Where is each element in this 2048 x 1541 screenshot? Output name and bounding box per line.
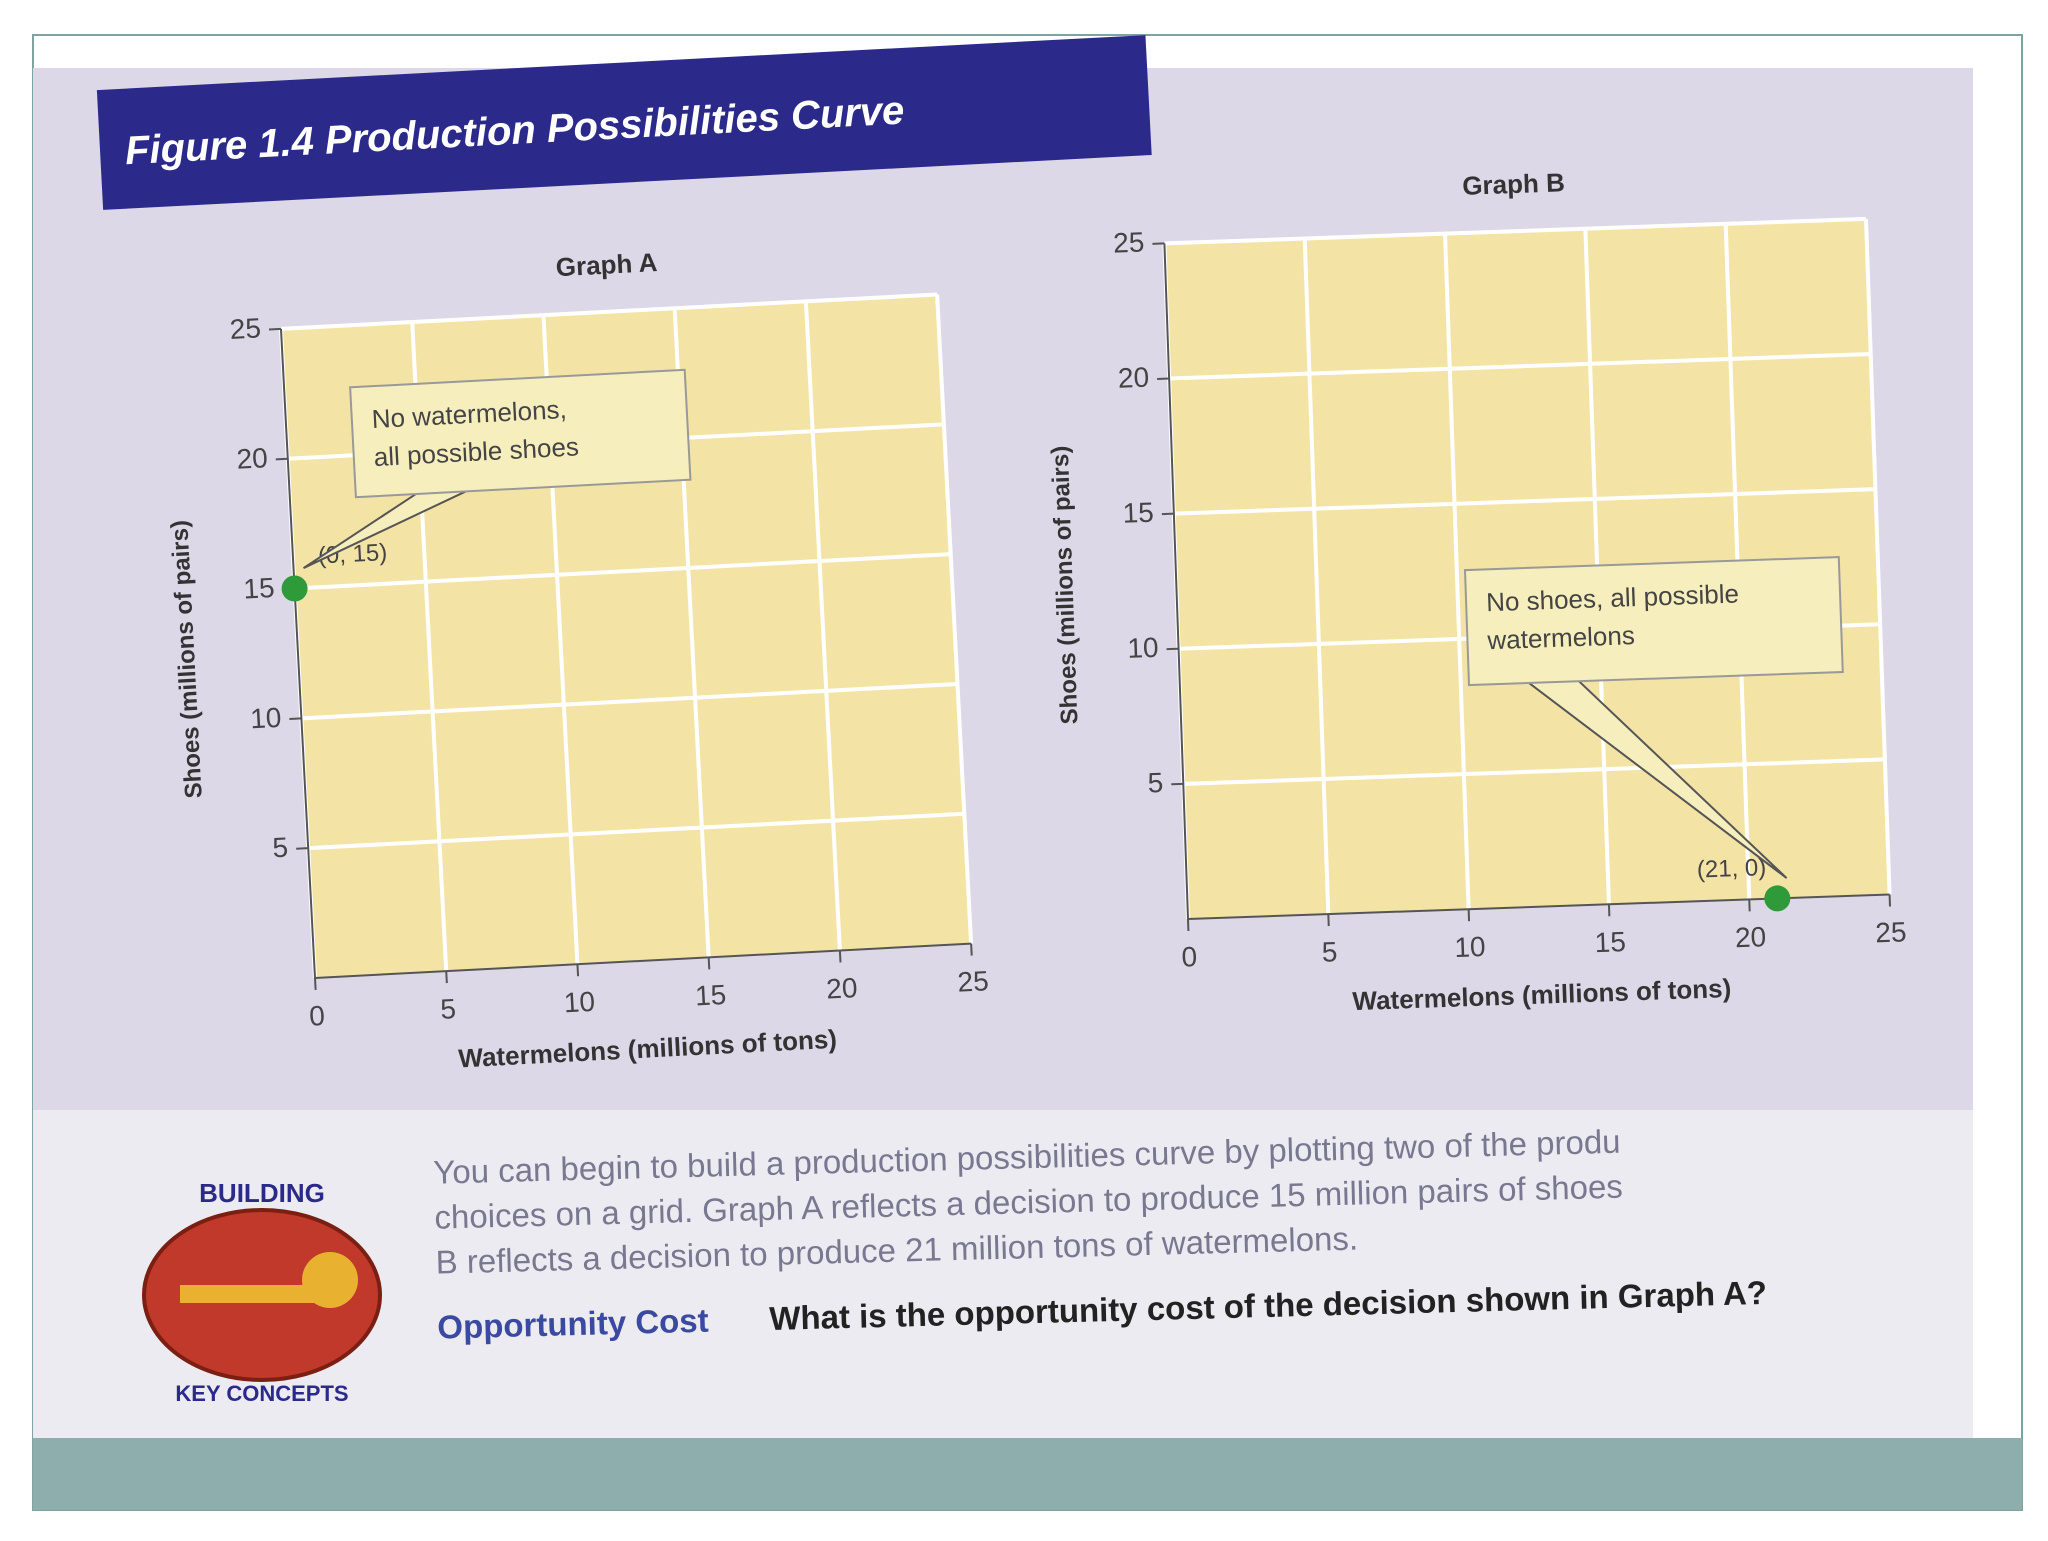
y-tick-label: 10 (1127, 632, 1159, 664)
logo-key (180, 1285, 320, 1303)
tick-mark (296, 848, 308, 849)
footer-bar (33, 1438, 2022, 1510)
x-tick-label: 0 (308, 1000, 325, 1032)
x-tick-label: 10 (1454, 931, 1486, 963)
y-tick-label: 25 (1113, 227, 1145, 259)
chart-title: Graph A (555, 247, 658, 282)
y-tick-label: 25 (229, 312, 262, 345)
callout-text: watermelons (1486, 620, 1635, 655)
y-tick-label: 5 (272, 832, 289, 864)
y-tick-label: 20 (1117, 362, 1149, 394)
x-tick-label: 20 (825, 972, 858, 1005)
x-tick-label: 10 (563, 986, 596, 1019)
y-tick-label: 10 (249, 702, 282, 735)
tick-mark (276, 459, 288, 460)
tick-mark (289, 718, 301, 719)
x-tick-label: 15 (694, 979, 727, 1012)
tick-mark (269, 329, 281, 330)
x-tick-label: 15 (1594, 926, 1626, 958)
tick-mark (315, 978, 316, 990)
y-tick-label: 15 (243, 572, 276, 605)
logo-key-head (302, 1252, 358, 1308)
logo-bottom: KEY CONCEPTS (175, 1381, 348, 1406)
point-label: (21, 0) (1696, 854, 1766, 883)
tick-mark (971, 944, 972, 956)
y-tick-label: 5 (1147, 767, 1164, 799)
tick-mark (840, 950, 841, 962)
x-tick-label: 0 (1181, 941, 1198, 973)
y-tick-label: 15 (1122, 497, 1154, 529)
x-tick-label: 5 (440, 993, 457, 1025)
tick-mark (709, 957, 710, 969)
x-tick-label: 25 (1875, 916, 1907, 948)
callout-box (1465, 557, 1843, 685)
tick-mark (446, 971, 447, 983)
concept: Opportunity Cost (437, 1302, 709, 1346)
logo-top: BUILDING (199, 1178, 325, 1208)
tick-mark (577, 964, 578, 976)
x-tick-label: 25 (957, 965, 990, 998)
x-tick-label: 20 (1734, 921, 1766, 953)
x-tick-label: 5 (1321, 936, 1338, 968)
y-tick-label: 20 (236, 442, 269, 475)
chart-title: Graph B (1462, 167, 1566, 201)
